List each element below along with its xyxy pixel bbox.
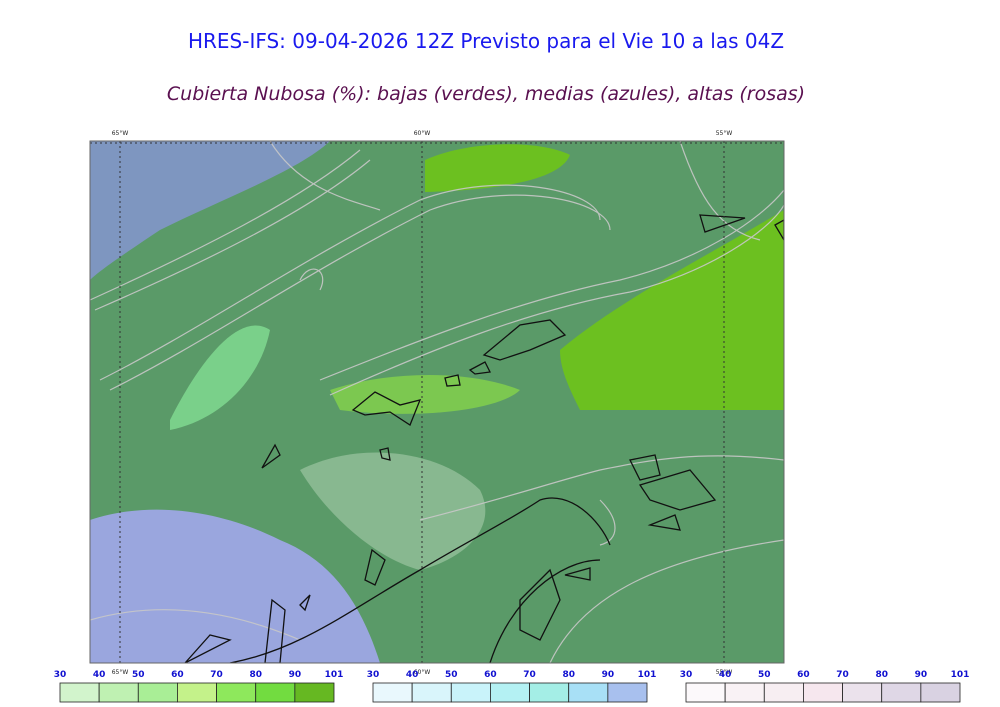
legend-swatch [529,682,570,703]
legend-tick-label: 40 [406,670,419,680]
legend-swatch [724,682,765,703]
graticule [90,141,784,663]
title: HRES-IFS: 09-04-2026 12Z Previsto para e… [188,29,784,53]
legend-swatch [920,682,961,703]
legend-tick-label: 40 [93,670,106,680]
legend-tick-label: 101 [951,670,970,680]
legend-swatch [98,682,139,703]
legend-tick-label: 40 [719,670,732,680]
legend-tick-label: 60 [171,670,184,680]
legend-tick-label: 90 [289,670,302,680]
legend-swatch [411,682,452,703]
legend-swatch [372,682,413,703]
legend-swatch [137,682,178,703]
legend-tick-label: 30 [680,670,693,680]
legend-tick-label: 90 [602,670,615,680]
legend-swatch [842,682,883,703]
map [90,141,784,663]
legend-tick-label: 60 [797,670,810,680]
legend-swatch [450,682,491,703]
legend-swatch [177,682,217,703]
legend-tick-label: 50 [758,670,771,680]
legend-tick-label: 30 [367,670,380,680]
legend-tick-label: 70 [836,670,849,680]
legend-tick-label: 101 [638,670,657,680]
legend-swatch [216,682,257,703]
legend-tick-label: 90 [915,670,928,680]
lon-label: 55°W [716,130,733,137]
lon-label: 60°W [414,130,431,137]
subtitle: Cubierta Nubosa (%): bajas (verdes), med… [167,83,805,105]
lon-label: 55°W [716,669,733,676]
legend-tick-label: 80 [875,670,888,680]
legends: 30 40 50 60 70 80 90 101 30 40 50 60 70 80 90 101 30 40 50… [54,670,970,703]
legend-tick-label: 50 [132,670,145,680]
legend-swatch [607,682,648,703]
legend-tick-label: 70 [523,670,536,680]
legend-swatch [568,682,609,703]
legend-tick-label: 80 [249,670,262,680]
legend-swatch [490,682,530,703]
lon-label: 65°W [112,130,129,137]
legend-tick-label: 101 [325,670,344,680]
legend-tick-label: 80 [562,670,575,680]
lon-label: 60°W [414,669,431,676]
lon-label: 65°W [112,669,129,676]
legend-tick-label: 70 [210,670,223,680]
legend-swatch [803,682,843,703]
legend-tick-label: 60 [484,670,497,680]
legend-tick-label: 30 [54,670,67,680]
legend-tick-label: 50 [445,670,458,680]
legend-swatch [255,682,296,703]
legend-swatch [881,682,922,703]
legend-swatch [685,682,726,703]
legend-swatch [59,682,100,703]
map-frame [89,140,785,664]
legend-swatch [294,682,335,703]
legend-swatch [763,682,804,703]
